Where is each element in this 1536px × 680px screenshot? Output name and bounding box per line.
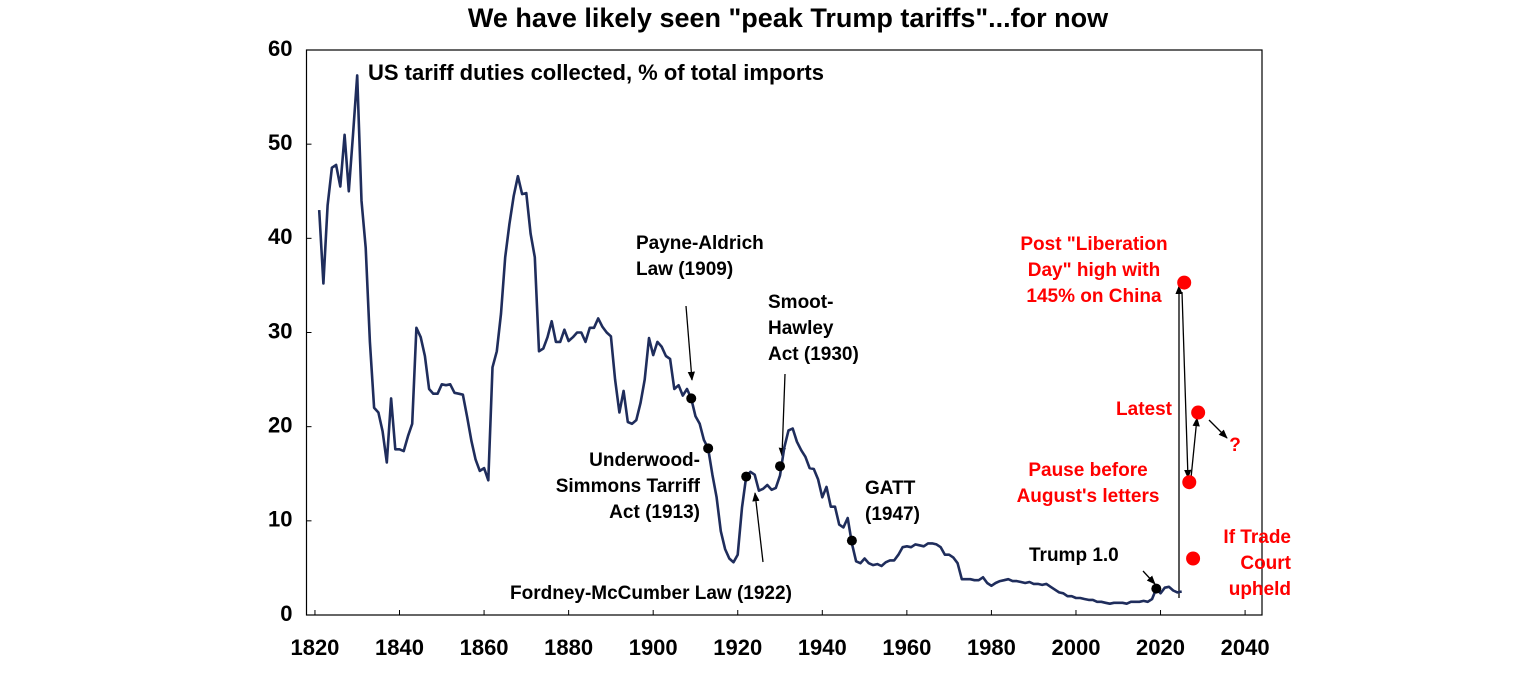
arrow — [1181, 291, 1192, 479]
annotation: 145% on China — [1026, 286, 1162, 307]
annotation: August's letters — [1017, 486, 1160, 507]
y-tick-label: 10 — [268, 507, 292, 532]
annotation: Act (1930) — [768, 344, 859, 365]
y-tick-label: 50 — [268, 130, 292, 155]
x-tick-label: 1920 — [713, 635, 762, 660]
annotation: Law (1909) — [636, 259, 733, 280]
annotation: Latest — [1116, 399, 1173, 420]
event-marker — [741, 471, 752, 482]
x-tick-label: 1820 — [290, 635, 339, 660]
arrow — [778, 373, 786, 457]
annotation: Fordney-McCumber Law (1922) — [510, 583, 792, 604]
y-tick-label: 30 — [268, 318, 292, 343]
annotation: Trump 1.0 — [1029, 545, 1119, 566]
y-tick-label: 20 — [268, 412, 292, 437]
highlight-marker — [1182, 475, 1197, 490]
arrow — [1190, 417, 1200, 479]
annotation: Day" high with — [1028, 260, 1161, 281]
y-tick-label: 60 — [268, 36, 292, 61]
chart-title: We have likely seen "peak Trump tariffs"… — [468, 3, 1109, 33]
x-tick-label: 1840 — [375, 635, 424, 660]
annotation: Act (1913) — [609, 502, 700, 523]
x-tick-label: 2000 — [1051, 635, 1100, 660]
event-marker — [1151, 583, 1162, 594]
arrow — [1208, 419, 1228, 439]
annotation: ? — [1229, 435, 1241, 456]
annotation: Pause before — [1028, 460, 1147, 481]
arrow — [685, 305, 695, 381]
y-tick-label: 40 — [268, 224, 292, 249]
x-tick-label: 1900 — [629, 635, 678, 660]
tariff-line — [317, 74, 1182, 605]
annotation: upheld — [1229, 579, 1291, 600]
x-tick-label: 1940 — [798, 635, 847, 660]
arrow — [752, 492, 764, 563]
event-marker — [703, 443, 714, 454]
annotation: Payne-Aldrich — [636, 233, 764, 254]
annotation: If Trade — [1223, 527, 1291, 548]
x-tick-label: 1960 — [882, 635, 931, 660]
annotation: (1947) — [865, 504, 920, 525]
event-marker — [846, 535, 857, 546]
chart-subtitle: US tariff duties collected, % of total i… — [368, 60, 824, 85]
annotation: Smoot- — [768, 292, 833, 313]
event-marker — [686, 393, 697, 404]
annotation: Court — [1240, 553, 1291, 574]
arrow — [1142, 570, 1156, 585]
annotation: Underwood- — [589, 450, 700, 471]
highlight-marker — [1177, 275, 1192, 290]
x-tick-label: 1880 — [544, 635, 593, 660]
highlight-marker — [1191, 405, 1206, 420]
annotation-arrows — [685, 285, 1228, 598]
x-tick-label: 2040 — [1221, 635, 1270, 660]
annotation: Simmons Tarriff — [556, 476, 701, 497]
highlight-marker — [1186, 551, 1201, 566]
x-tick-label: 1860 — [460, 635, 509, 660]
annotation: GATT — [865, 478, 916, 499]
annotation: Hawley — [768, 318, 834, 339]
event-marker — [775, 461, 786, 472]
x-tick-label: 2020 — [1136, 635, 1185, 660]
y-tick-label: 0 — [280, 601, 292, 626]
x-tick-label: 1980 — [967, 635, 1016, 660]
annotation: Post "Liberation — [1020, 234, 1167, 255]
